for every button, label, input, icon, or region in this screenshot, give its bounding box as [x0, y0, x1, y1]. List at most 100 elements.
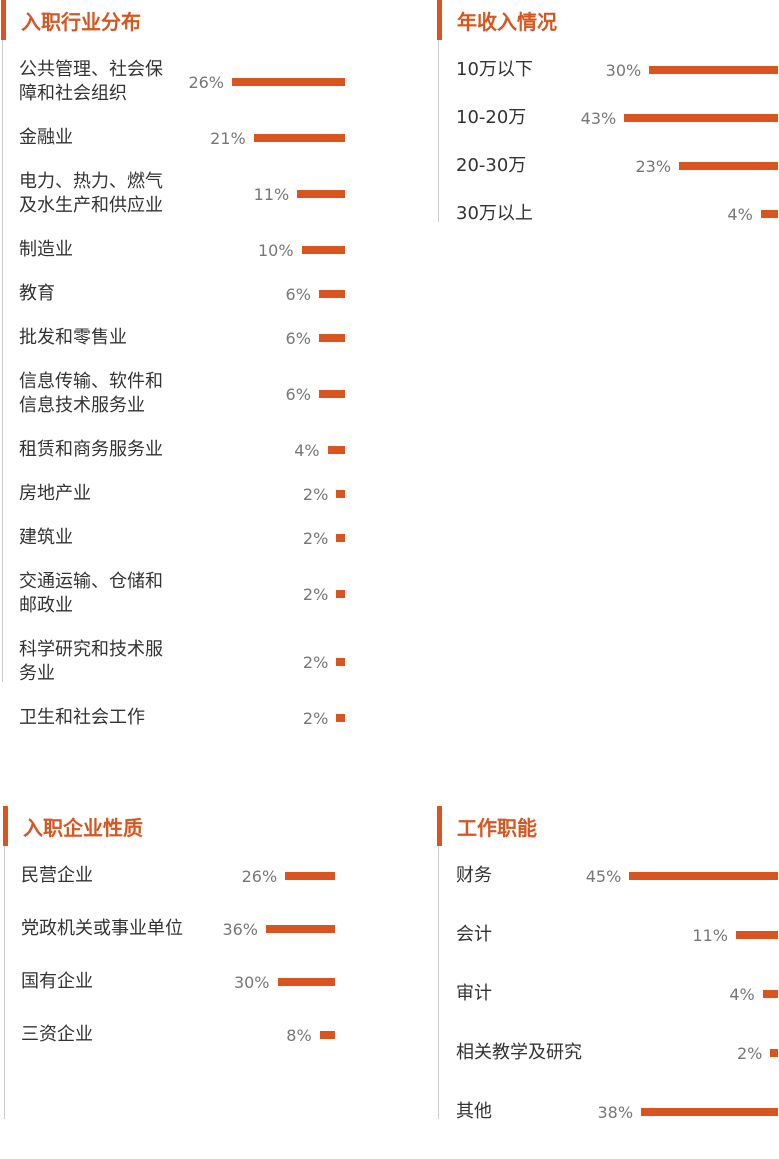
category-label: 卫生和社会工作: [19, 707, 145, 728]
bar-row: 教育 6%: [19, 282, 345, 306]
chart-title: 入职企业性质: [23, 816, 143, 840]
bar-row: 10万以下 30%: [456, 58, 778, 82]
category-label: 建筑业: [19, 527, 73, 548]
category-label: 30万以上: [456, 203, 533, 224]
panel-header: 工作职能: [437, 806, 779, 846]
bar: [336, 490, 345, 498]
bar: [770, 1049, 778, 1057]
bar-row: 20-30万 23%: [456, 154, 778, 178]
bar-row: 房地产业 2%: [19, 482, 345, 506]
value-label: 45%: [585, 866, 622, 886]
category-label: 民营企业: [21, 865, 93, 886]
bar: [318, 390, 345, 398]
category-label: 科学研究和技术服务业: [19, 639, 163, 684]
page: 入职行业分布 公共管理、社会保障和社会组织 26% 金融业 21% 电力、热力、燃气及水…: [0, 0, 779, 1122]
bar-row: 交通运输、仓储和邮政业 2%: [19, 570, 345, 618]
bar: [336, 534, 345, 542]
bar: [266, 925, 335, 933]
bar-row: 卫生和社会工作 2%: [19, 706, 345, 730]
bar-row: 民营企业 26%: [21, 864, 335, 888]
category-label: 10-20万: [456, 107, 527, 128]
bar: [232, 78, 345, 86]
bar: [762, 990, 778, 998]
category-label: 其他: [456, 1101, 492, 1122]
bar-row: 信息传输、软件和信息技术服务业 6%: [19, 370, 345, 418]
bar-row: 审计 4%: [456, 982, 778, 1006]
value-label: 11%: [692, 925, 728, 945]
chart-panel: 工作职能 财务 45% 会计 11% 审计 4% 相关教学及研究 2% 其他 38%: [437, 806, 779, 1122]
value-label: 2%: [302, 652, 329, 672]
bar: [629, 872, 778, 880]
category-label: 租赁和商务服务业: [19, 439, 163, 460]
bar-row: 国有企业 30%: [21, 970, 335, 994]
value-label: 23%: [635, 156, 672, 176]
category-label: 三资企业: [21, 1024, 93, 1045]
value-label: 2%: [302, 528, 329, 548]
value-label: 2%: [736, 1043, 763, 1063]
bar: [336, 714, 345, 722]
bar: [336, 658, 345, 666]
category-label: 财务: [456, 865, 492, 886]
value-label: 2%: [302, 584, 329, 604]
value-label: 6%: [285, 328, 311, 348]
value-label: 4%: [729, 984, 755, 1004]
chart-panel: 年收入情况 10万以下 30% 10-20万 43% 20-30万 23% 30万以上 4%: [437, 0, 779, 224]
bar: [641, 1108, 778, 1116]
category-label: 房地产业: [19, 483, 91, 504]
bar: [649, 66, 778, 74]
bar-row: 党政机关或事业单位 36%: [21, 917, 335, 941]
panel-header: 年收入情况: [437, 0, 779, 40]
value-label: 2%: [302, 484, 329, 504]
category-label: 10万以下: [456, 59, 533, 80]
bar: [679, 162, 778, 170]
value-label: 4%: [294, 440, 320, 460]
bar: [735, 931, 778, 939]
bar-row: 其他 38%: [456, 1100, 778, 1124]
panel-header: 入职行业分布: [1, 0, 382, 40]
value-label: 36%: [222, 919, 258, 939]
category-label: 党政机关或事业单位: [21, 918, 183, 939]
bar: [318, 290, 345, 298]
value-label: 10%: [257, 240, 294, 260]
bar-row: 三资企业 8%: [21, 1023, 335, 1047]
category-label: 信息传输、软件和信息技术服务业: [19, 371, 163, 416]
rows: 民营企业 26% 党政机关或事业单位 36% 国有企业 30% 三资企业 8%: [21, 864, 335, 1076]
category-label: 交通运输、仓储和邮政业: [19, 571, 163, 616]
chart-title: 年收入情况: [457, 10, 557, 34]
bar-row: 30万以上 4%: [456, 202, 778, 226]
value-label: 6%: [285, 384, 311, 404]
bar: [760, 210, 778, 218]
value-label: 26%: [241, 866, 278, 886]
bar: [297, 190, 345, 198]
value-label: 30%: [605, 60, 642, 80]
bar-row: 租赁和商务服务业 4%: [19, 438, 345, 462]
rows: 公共管理、社会保障和社会组织 26% 金融业 21% 电力、热力、燃气及水生产和供应业 1…: [19, 58, 345, 750]
bar: [336, 590, 345, 598]
bar: [301, 246, 345, 254]
bar: [327, 446, 345, 454]
category-label: 20-30万: [456, 155, 527, 176]
category-label: 电力、热力、燃气及水生产和供应业: [19, 171, 163, 216]
bar-row: 10-20万 43%: [456, 106, 778, 130]
category-label: 相关教学及研究: [456, 1042, 582, 1063]
bar-row: 公共管理、社会保障和社会组织 26%: [19, 58, 345, 106]
bar-row: 相关教学及研究 2%: [456, 1041, 778, 1065]
bar-row: 建筑业 2%: [19, 526, 345, 550]
bar: [277, 978, 335, 986]
bar-row: 电力、热力、燃气及水生产和供应业 11%: [19, 170, 345, 218]
value-label: 38%: [597, 1102, 634, 1122]
chart-panel: 入职企业性质 民营企业 26% 党政机关或事业单位 36% 国有企业 30% 三资企业 8%: [3, 806, 384, 1119]
value-label: 43%: [580, 108, 617, 128]
bar-row: 金融业 21%: [19, 126, 345, 150]
bar-row: 财务 45%: [456, 864, 778, 888]
category-label: 教育: [19, 283, 55, 304]
chart-panel: 入职行业分布 公共管理、社会保障和社会组织 26% 金融业 21% 电力、热力、燃气及水…: [1, 0, 382, 728]
value-label: 4%: [727, 204, 753, 224]
bar: [253, 134, 345, 142]
value-label: 21%: [210, 128, 246, 148]
value-label: 8%: [286, 1025, 312, 1045]
category-label: 金融业: [19, 127, 73, 148]
rows: 10万以下 30% 10-20万 43% 20-30万 23% 30万以上 4%: [456, 58, 778, 250]
value-label: 6%: [285, 284, 311, 304]
category-label: 制造业: [19, 239, 73, 260]
